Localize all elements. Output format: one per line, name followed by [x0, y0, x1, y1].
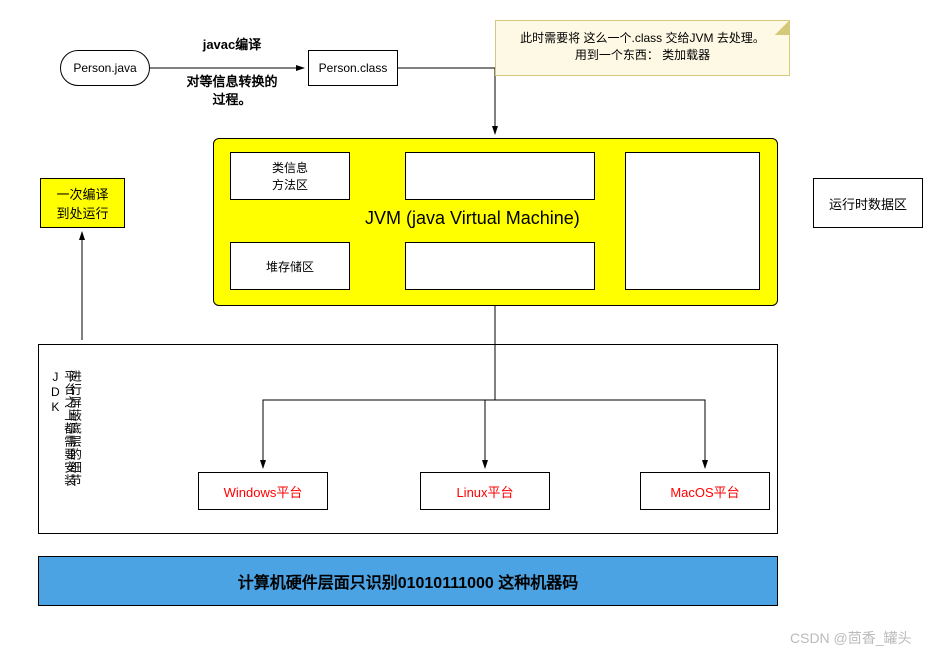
linux-text: Linux平台 [456, 482, 513, 501]
heap-text: 堆存储区 [266, 258, 314, 275]
hardware-text: 计算机硬件层面只识别01010111000 这种机器码 [238, 569, 579, 593]
class-info-line1: 类信息 [272, 159, 308, 176]
node-windows: Windows平台 [198, 472, 328, 510]
jvm-title: JVM (java Virtual Machine) [365, 208, 580, 229]
javac-line2: 对等信息转换的过程。 [182, 73, 282, 109]
node-right-tall [625, 152, 760, 290]
edge-class-to-jvm [398, 68, 495, 134]
node-heap: 堆存储区 [230, 242, 350, 290]
person-java-text: Person.java [73, 61, 136, 75]
compile-line2: 到处运行 [56, 203, 108, 222]
class-info-line2: 方法区 [272, 176, 308, 193]
node-class-info: 类信息 方法区 [230, 152, 350, 200]
macos-text: MacOS平台 [670, 482, 739, 501]
hardware-bar: 计算机硬件层面只识别01010111000 这种机器码 [38, 556, 778, 606]
person-class-text: Person.class [319, 61, 388, 75]
node-compile-once: 一次编译 到处运行 [40, 178, 125, 228]
node-mid1 [405, 152, 595, 200]
windows-text: Windows平台 [224, 482, 303, 501]
node-linux: Linux平台 [420, 472, 550, 510]
compile-line1: 一次编译 [56, 184, 108, 203]
node-runtime-area: 运行时数据区 [813, 178, 923, 228]
runtime-text: 运行时数据区 [829, 194, 907, 213]
node-person-class: Person.class [308, 50, 398, 86]
note-line1: 此时需要将 这么一个.class 交给JVM 去处理。 [504, 29, 781, 46]
vtext-shield: 进行屏蔽底层的细节 [68, 370, 82, 520]
javac-line1: javac编译 [182, 34, 282, 53]
javac-label: javac编译 对等信息转换的过程。 [182, 34, 282, 109]
node-macos: MacOS平台 [640, 472, 770, 510]
node-person-java: Person.java [60, 50, 150, 86]
note-line2: 用到一个东西： 类加载器 [504, 46, 781, 63]
note-classloader: 此时需要将 这么一个.class 交给JVM 去处理。 用到一个东西： 类加载器 [495, 20, 790, 76]
watermark: CSDN @茴香_罐头 [790, 628, 912, 648]
node-mid2 [405, 242, 595, 290]
